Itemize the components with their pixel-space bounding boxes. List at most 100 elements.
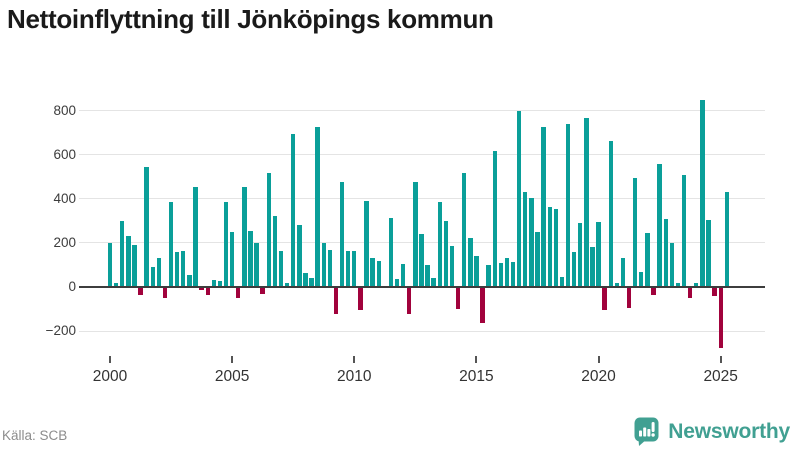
bar (437, 202, 442, 287)
bar (449, 246, 455, 287)
bar (480, 288, 485, 324)
bar (669, 242, 675, 287)
bar (571, 251, 577, 287)
bar (681, 174, 687, 287)
bar (474, 256, 479, 287)
y-axis-tick-label: −200 (45, 323, 76, 339)
bar (504, 258, 510, 287)
source-label: Källa: SCB (2, 428, 68, 443)
gridline (79, 110, 765, 112)
bar (303, 272, 308, 287)
bar (706, 219, 711, 287)
x-axis-tick-mark (231, 356, 234, 363)
x-axis-tick-mark (597, 356, 600, 363)
bar (150, 267, 155, 287)
bar (120, 220, 125, 287)
bar (211, 280, 216, 287)
bar (407, 288, 412, 315)
bar (657, 163, 662, 287)
bar (663, 218, 668, 287)
bar (132, 245, 137, 287)
bar (278, 250, 284, 287)
bar (468, 238, 473, 287)
x-axis-tick-label: 2025 (703, 368, 738, 385)
bar (284, 282, 290, 287)
bar (455, 288, 461, 309)
gridline (79, 198, 765, 200)
y-axis-tick-label: 0 (68, 279, 76, 294)
bar (193, 186, 198, 287)
bar (614, 282, 620, 287)
bar (400, 263, 406, 287)
bar (291, 133, 296, 287)
bar (242, 186, 247, 287)
x-axis-tick-mark (719, 356, 722, 363)
bar (541, 127, 546, 287)
newsworthy-logo-icon (634, 417, 659, 446)
x-axis-tick-label: 2020 (581, 368, 616, 385)
x-axis-tick-label: 2015 (459, 368, 494, 385)
bar (620, 258, 626, 287)
gridline (79, 154, 765, 156)
bar (174, 251, 180, 287)
bar (608, 141, 613, 287)
bar (645, 232, 650, 287)
bar (376, 260, 381, 287)
bar (144, 166, 149, 287)
bar (535, 231, 540, 287)
bar (162, 288, 168, 298)
bar (578, 223, 583, 287)
x-axis-tick-mark (353, 356, 356, 363)
bar (168, 202, 174, 287)
bar (388, 217, 394, 287)
x-axis-tick-label: 2010 (337, 368, 372, 385)
x-axis-line (79, 286, 765, 288)
bar (364, 201, 369, 287)
x-axis-tick-mark (475, 356, 478, 363)
bar (431, 278, 436, 287)
bar (345, 250, 351, 287)
bar (687, 288, 693, 298)
bar (223, 202, 229, 287)
bar (205, 288, 210, 295)
bar (626, 288, 632, 308)
bar (266, 173, 271, 287)
bar (651, 288, 656, 295)
bar (596, 221, 601, 287)
bar (565, 123, 571, 287)
newsworthy-logo-text: Newsworthy (668, 419, 790, 443)
bar (217, 281, 223, 287)
bar (126, 236, 131, 287)
chart-title: Nettoinflyttning till Jönköpings kommun (7, 4, 494, 34)
bar (187, 274, 192, 287)
bar (352, 250, 357, 287)
bar (370, 258, 375, 287)
bar (553, 208, 558, 287)
bar (718, 288, 723, 348)
bar (486, 264, 491, 287)
bar (272, 216, 278, 287)
y-axis-tick-label: 800 (53, 102, 76, 118)
bar (498, 262, 504, 287)
bar (523, 192, 528, 287)
bar (309, 278, 314, 287)
bar (297, 225, 302, 287)
bar (229, 231, 235, 287)
bar (425, 264, 430, 287)
newsworthy-logo: Newsworthy (633, 416, 790, 447)
bar (675, 282, 681, 287)
bar (419, 234, 424, 287)
bar (590, 247, 595, 287)
y-axis-tick-label: 400 (53, 190, 76, 206)
bar (181, 250, 186, 287)
x-axis-tick-mark (109, 356, 111, 363)
bar (321, 242, 326, 287)
bar (107, 242, 113, 287)
bar (700, 99, 705, 287)
bar (633, 177, 638, 287)
bar (712, 288, 717, 296)
gridline (79, 330, 765, 332)
bar (529, 197, 534, 287)
